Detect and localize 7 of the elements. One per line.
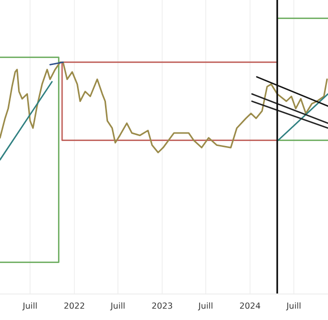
- x-tick-label: 2024: [240, 302, 260, 309]
- x-tick-label: Juill: [110, 302, 124, 310]
- x-tick-label: Juill: [286, 302, 300, 310]
- x-tick-label: Juill: [198, 302, 212, 310]
- x-tick-label: 2023: [152, 302, 172, 309]
- x-tick-label: 2022: [64, 302, 84, 309]
- x-tick-label: Juill: [22, 302, 37, 310]
